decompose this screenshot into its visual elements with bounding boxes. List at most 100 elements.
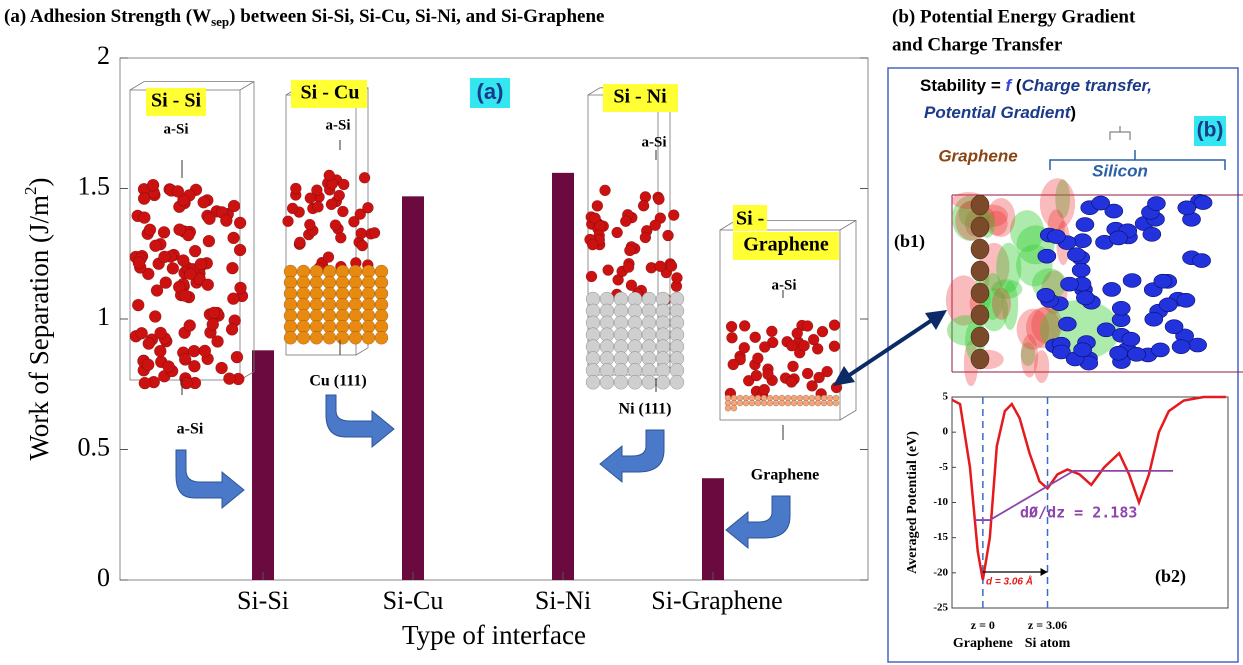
- atom: [602, 264, 614, 276]
- x-tick-label: Si-Si: [237, 586, 289, 615]
- annotation: a-Si: [163, 121, 188, 137]
- graphene-atom: [970, 216, 990, 238]
- chart-title: and Charge Transfer: [892, 34, 1063, 55]
- atom: [754, 399, 762, 407]
- silicon-atom: [1102, 282, 1121, 297]
- y-axis-label-part: Work of Separation (J/m: [24, 195, 54, 461]
- atom: [227, 199, 241, 213]
- atom: [749, 331, 761, 344]
- annotation: (a): [477, 79, 504, 104]
- atom: [183, 267, 197, 281]
- charge-blob: [1039, 178, 1076, 230]
- silicon-atom: [1071, 262, 1091, 278]
- charge-blob: [1020, 342, 1036, 367]
- graphene-atom: [970, 194, 990, 216]
- atom: [312, 201, 324, 213]
- atom: [613, 375, 629, 390]
- charge-blob: [1016, 308, 1050, 350]
- x-tick-label: Si-Ni: [535, 586, 591, 615]
- stability-part: Stability =: [920, 76, 1006, 95]
- silicon-atom: [1067, 247, 1086, 263]
- annotation: a-Si: [325, 117, 350, 133]
- atom: [358, 172, 371, 184]
- link-arrowhead: [925, 310, 947, 330]
- atom-cluster: [282, 169, 381, 274]
- atom: [826, 399, 834, 407]
- atom: [296, 331, 311, 345]
- atom: [784, 399, 792, 407]
- atom: [142, 267, 155, 281]
- atom: [177, 254, 190, 267]
- box-face: [719, 229, 841, 421]
- atom: [188, 244, 202, 258]
- silicon-atom: [1151, 342, 1170, 358]
- annotation: Graphene: [743, 234, 829, 256]
- atom-cluster: [585, 291, 685, 390]
- atom: [227, 292, 240, 305]
- atom: [322, 251, 335, 263]
- atom: [361, 331, 376, 345]
- atom: [178, 289, 192, 302]
- charge-blob: [986, 197, 1016, 238]
- atom: [662, 229, 674, 242]
- atom: [194, 257, 208, 271]
- atom: [333, 189, 345, 202]
- atom: [725, 320, 738, 333]
- atom: [173, 223, 186, 236]
- silicon-atom: [1091, 195, 1110, 211]
- atom: [177, 193, 190, 207]
- atom: [758, 383, 771, 396]
- link-arrow: [843, 316, 937, 380]
- stability-part: Potential Gradient: [924, 103, 1072, 122]
- atom: [760, 399, 768, 407]
- distance-annotation: d = 3.06 Å: [986, 575, 1033, 588]
- atom: [828, 319, 841, 331]
- atom: [791, 327, 803, 340]
- atom: [159, 276, 173, 289]
- atom: [368, 227, 381, 239]
- label-highlight: [291, 80, 367, 108]
- stability-part: (: [1011, 76, 1022, 95]
- chart-title: (b) Potential Energy Gradient: [892, 6, 1136, 27]
- x-tick-label: Si-Graphene: [651, 586, 782, 615]
- atom: [785, 376, 798, 388]
- graphene-atom: [970, 348, 990, 370]
- label-highlight: [470, 78, 510, 108]
- atom: [187, 344, 201, 358]
- box-edge: [839, 220, 857, 231]
- silicon-label: Silicon: [1092, 161, 1148, 180]
- silicon-atom: [1075, 217, 1095, 232]
- atom: [183, 319, 196, 332]
- stability-part: ): [1070, 103, 1076, 122]
- atom: [203, 212, 216, 225]
- atom: [304, 218, 316, 231]
- stability-part: Charge transfer,: [1022, 76, 1152, 95]
- atom: [790, 399, 798, 407]
- annotation: Ni (111): [619, 401, 672, 418]
- bar: [702, 478, 724, 580]
- atom: [671, 272, 683, 284]
- atom: [154, 344, 167, 358]
- silicon-atom: [1121, 331, 1141, 347]
- chart-title-part: sep: [211, 14, 229, 29]
- atom: [625, 279, 638, 291]
- silicon-atom: [1096, 322, 1116, 338]
- atom: [599, 375, 615, 390]
- atom: [322, 331, 337, 345]
- atom: [798, 339, 810, 352]
- y-axis-label: Averaged Potential (eV): [905, 431, 920, 574]
- silicon-atom: [1036, 287, 1056, 303]
- atom-cluster: [283, 264, 389, 345]
- atom: [726, 332, 738, 344]
- y-tick-label: -10: [933, 496, 948, 508]
- silicon-atom: [1076, 290, 1095, 306]
- atom: [748, 399, 756, 407]
- atom: [294, 236, 306, 249]
- y-axis-label-part: ): [24, 177, 54, 186]
- atom: [150, 284, 164, 297]
- atom: [141, 358, 155, 372]
- atom: [348, 215, 360, 228]
- atom: [154, 326, 167, 340]
- atom: [585, 375, 601, 390]
- silicon-atom: [1142, 226, 1162, 242]
